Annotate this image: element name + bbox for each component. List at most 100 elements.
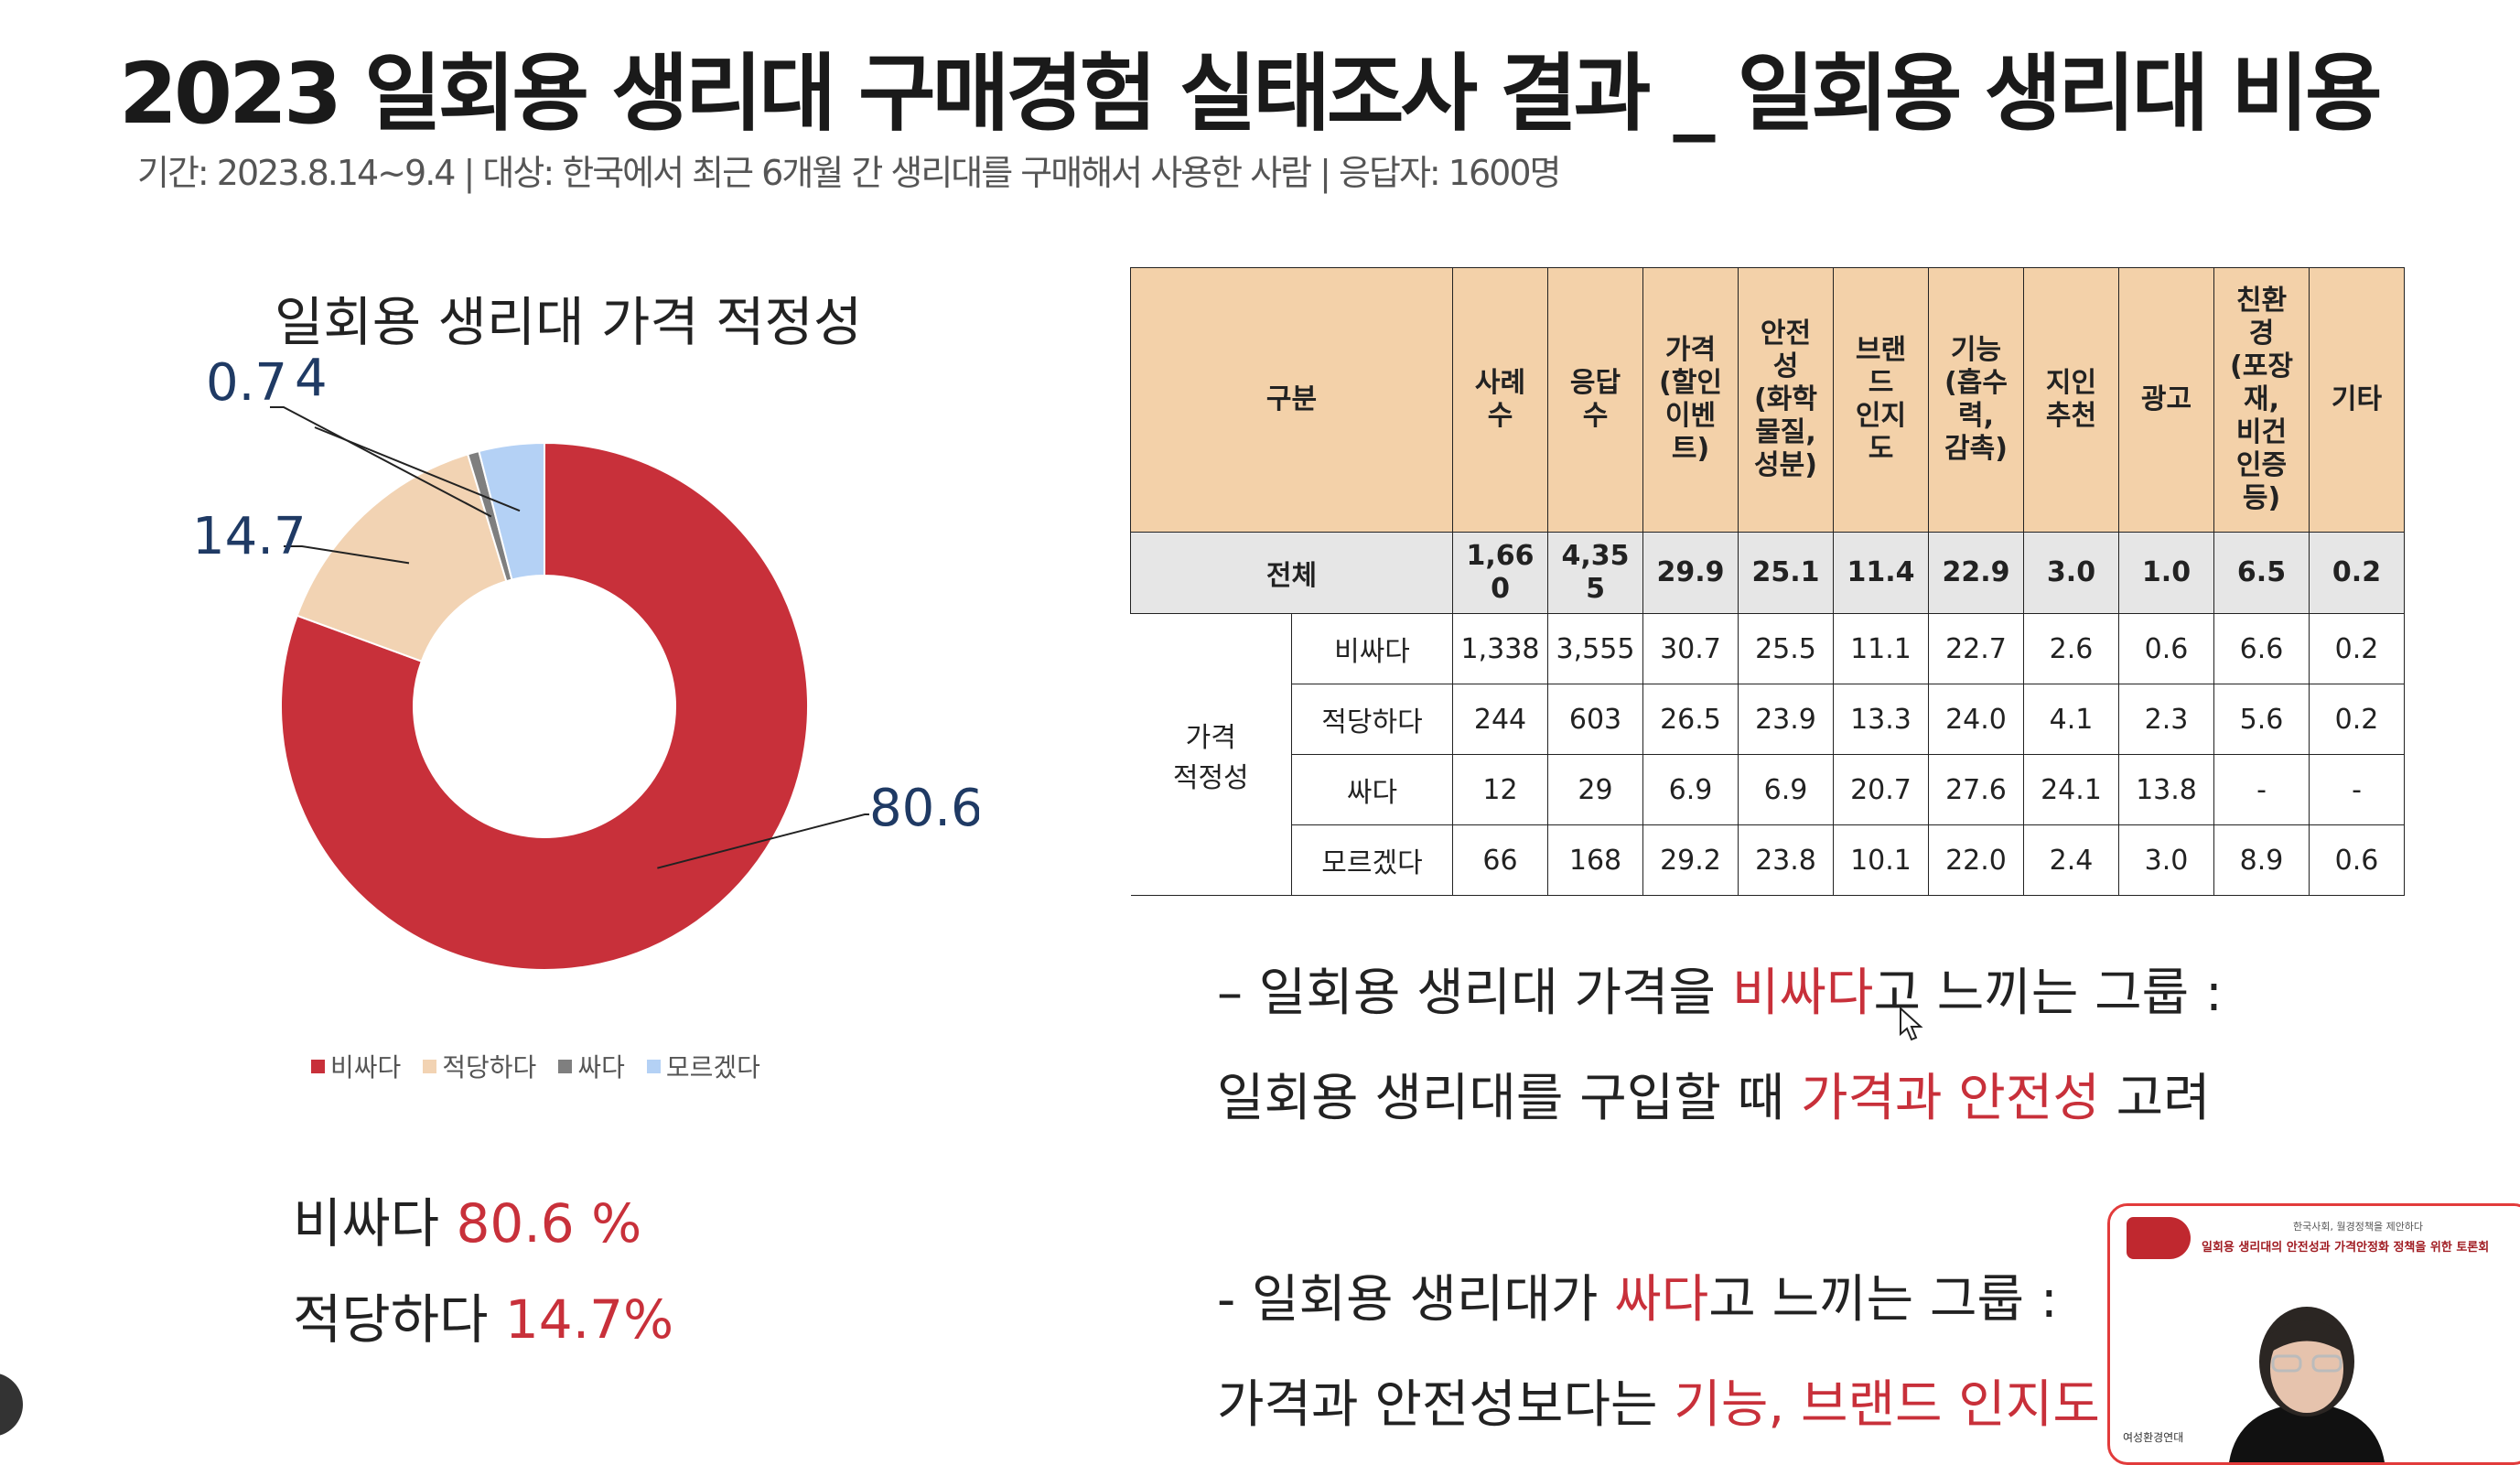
note-highlight: 가격과 안전성 [1800, 1069, 2100, 1128]
table-header-cell: 기능 (흡수 력, 감촉) [1928, 267, 2024, 533]
table-cell: 8.9 [2213, 824, 2310, 896]
table-header-cell: 가격 (할인 이벤 트) [1642, 267, 1739, 533]
legend-label: 적당하다 [442, 1052, 537, 1083]
table-cell: 26.5 [1642, 684, 1739, 755]
survey-table: 구분 사례 수 응답 수 가격 (할인 이벤 트) 안전 성 (화학 물질, 성분) 브랜 드 인지 도 기능 (흡수… [1130, 267, 2405, 896]
note-line-3: - 일회용 생리대가 싸다고 느끼는 그룹 : [1217, 1258, 2058, 1332]
table-cell: 24.1 [2023, 754, 2119, 825]
note-line-4: 가격과 안전성보다는 기능, 브랜드 인지도 [1217, 1363, 2100, 1438]
leader-line [270, 406, 492, 518]
legend-swatch [423, 1059, 437, 1073]
table-cell: - [2309, 754, 2405, 825]
table-cell: 4,35 5 [1547, 532, 1643, 614]
table-cell: 29.9 [1642, 532, 1739, 614]
table-cell: 24.0 [1928, 684, 2024, 755]
table-cell: - [2213, 754, 2310, 825]
table-cell: 3.0 [2023, 532, 2119, 614]
note-text: 일회용 생리대를 구입할 때 [1217, 1069, 1801, 1128]
slice-expensive [280, 441, 809, 971]
table-cell: 모르겠다 [1291, 824, 1453, 896]
summary-expensive: 비싸다 80.6 % [293, 1180, 641, 1257]
table-cell: 6.5 [2213, 532, 2310, 614]
table-header-cell: 친환 경 (포장 재, 비건 인증 등) [2213, 267, 2310, 533]
table-cell: 5.6 [2213, 684, 2310, 755]
leader-line [657, 813, 869, 869]
table-cell: 13.3 [1833, 684, 1929, 755]
webcam-caption-small: 한국사회, 월경정책을 제안하다 [2293, 1221, 2424, 1233]
note-text: 가격과 안전성보다는 [1217, 1375, 1675, 1435]
legend-item: 적당하다 [423, 1048, 536, 1084]
slice-unknown [478, 441, 545, 581]
table-header-cell: 구분 [1130, 267, 1453, 533]
table-row: 가격 적정성 비싸다 1,338 3,555 30.7 25.5 11.1 22.7 2.6 0.6… [1130, 613, 2405, 896]
table-cell: 2.4 [2023, 824, 2119, 896]
table-cell: 0.6 [2309, 824, 2405, 896]
note-text: 고려 [2099, 1069, 2211, 1128]
table-cell: 603 [1547, 684, 1643, 755]
table-cell: 2.3 [2118, 684, 2214, 755]
table-cell: 22.7 [1928, 613, 2024, 684]
webcam-caption-title: 일회용 생리대의 안전성과 가격안정화 정책을 위한 토론회 [2202, 1241, 2490, 1255]
table-header-cell: 응답 수 [1547, 267, 1643, 533]
event-logo-icon [2127, 1217, 2191, 1259]
table-cell: 6.6 [2213, 613, 2310, 684]
table-row-total: 전체 1,66 0 4,35 5 29.9 25.1 11.4 22.9 3.0 1.0 6.5 0.2 [1130, 532, 2405, 614]
note-text: 고 느끼는 그룹 : [1708, 1270, 2058, 1330]
legend-item: 싸다 [558, 1048, 625, 1084]
note-line-1: – 일회용 생리대 가격을 비싸다고 느끼는 그룹 : [1217, 952, 2223, 1026]
table-cell: 244 [1452, 684, 1548, 755]
summary-label: 적당하다 [293, 1288, 505, 1351]
summary-fair: 적당하다 14.7% [293, 1276, 673, 1353]
summary-value: 14.7% [504, 1288, 674, 1351]
table-cell: 11.4 [1833, 532, 1929, 614]
org-logo: 여성환경연대 [2123, 1431, 2184, 1444]
table-cell: 전체 [1130, 532, 1453, 614]
table-cell: 1.0 [2118, 532, 2214, 614]
presenter-video-icon [2229, 1307, 2385, 1462]
chart-legend: 비싸다 적당하다 싸다 모르겠다 [311, 1048, 760, 1084]
table-group-label: 가격 적정성 [1130, 613, 1292, 896]
table-header-cell: 기타 [2309, 267, 2405, 533]
table-cell: 66 [1452, 824, 1548, 896]
table-header-cell: 사례 수 [1452, 267, 1548, 533]
table-cell: 25.1 [1738, 532, 1834, 614]
webcam-banner: 한국사회, 월경정책을 제안하다 일회용 생리대의 안전성과 가격안정화 정책을… [2110, 1206, 2520, 1270]
data-label: 4 [295, 349, 328, 408]
table-cell: 22.9 [1928, 532, 2024, 614]
table-cell: 6.9 [1642, 754, 1739, 825]
table-cell: 30.7 [1642, 613, 1739, 684]
table-cell: 27.6 [1928, 754, 2024, 825]
table-cell: 6.9 [1738, 754, 1834, 825]
note-text: - 일회용 생리대가 [1217, 1270, 1615, 1330]
table-cell: 1,338 [1452, 613, 1548, 684]
note-highlight: 싸다 [1614, 1270, 1709, 1330]
table-cell: 4.1 [2023, 684, 2119, 755]
leader-line [314, 426, 521, 512]
data-label: 0.7 [206, 353, 287, 413]
overlay-control-button[interactable] [0, 1373, 23, 1437]
table-cell: 25.5 [1738, 613, 1834, 684]
table-cell: 12 [1452, 754, 1548, 825]
legend-label: 싸다 [577, 1052, 625, 1083]
table-header-cell: 지인 추천 [2023, 267, 2119, 533]
table-header-cell: 브랜 드 인지 도 [1833, 267, 1929, 533]
mouse-cursor-icon [1900, 1007, 1923, 1041]
table-cell: 11.1 [1833, 613, 1929, 684]
table-cell: 적당하다 [1291, 684, 1453, 755]
chart-title: 일회용 생리대 가격 적정성 [275, 291, 863, 353]
table-cell: 29.2 [1642, 824, 1739, 896]
table-cell: 1,66 0 [1452, 532, 1548, 614]
page-title: 2023 일회용 생리대 구매경험 실태조사 결과 _ 일회용 생리대 비용 [119, 45, 2383, 143]
page-subtitle: 기간: 2023.8.14~9.4 | 대상: 한국에서 최근 6개월 간 생리… [137, 153, 1561, 193]
table-cell: 29 [1547, 754, 1643, 825]
table-cell: 13.8 [2118, 754, 2214, 825]
table-row: 모르겠다 66 168 29.2 23.8 10.1 22.0 2.4 3.0 8.9 0.6 [1131, 824, 2405, 896]
table-cell: 비싸다 [1291, 613, 1453, 684]
table-cell: 168 [1547, 824, 1643, 896]
note-highlight: 기능, 브랜드 인지도 [1674, 1375, 2100, 1435]
table-row: 적당하다 244 603 26.5 23.9 13.3 24.0 4.1 2.3 5.6 0.2 [1131, 684, 2405, 755]
slice-fair [296, 453, 508, 662]
note-text: 고 느끼는 그룹 : [1873, 964, 2223, 1023]
webcam-overlay[interactable]: 한국사회, 월경정책을 제안하다 일회용 생리대의 안전성과 가격안정화 정책을… [2107, 1203, 2520, 1465]
table-cell: 2.6 [2023, 613, 2119, 684]
